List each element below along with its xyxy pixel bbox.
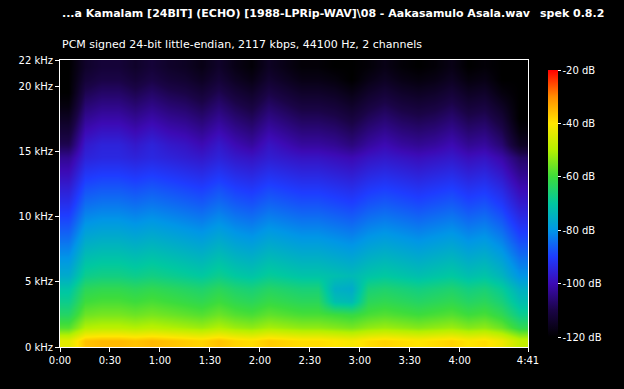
svg-text:2:00: 2:00 [249, 355, 271, 366]
svg-text:-100 dB: -100 dB [563, 278, 602, 289]
svg-text:-60 dB: -60 dB [563, 171, 596, 182]
svg-text:PCM signed 24-bit little-endia: PCM signed 24-bit little-endian, 2117 kb… [62, 38, 422, 51]
svg-text:4:00: 4:00 [448, 355, 470, 366]
svg-text:2:30: 2:30 [299, 355, 321, 366]
svg-text:...a Kamalam [24BIT] (ECHO) [1: ...a Kamalam [24BIT] (ECHO) [1988-LPRip-… [62, 7, 531, 20]
svg-text:-80 dB: -80 dB [563, 225, 596, 236]
svg-text:spek 0.8.2: spek 0.8.2 [540, 7, 604, 20]
svg-text:5 kHz: 5 kHz [25, 276, 53, 287]
svg-text:1:00: 1:00 [149, 355, 171, 366]
svg-text:0 kHz: 0 kHz [25, 342, 53, 353]
svg-text:1:30: 1:30 [199, 355, 221, 366]
svg-text:-20 dB: -20 dB [563, 65, 596, 76]
svg-text:3:30: 3:30 [399, 355, 421, 366]
svg-text:10 kHz: 10 kHz [19, 211, 53, 222]
svg-text:20 kHz: 20 kHz [19, 81, 53, 92]
svg-text:4:41: 4:41 [517, 355, 539, 366]
svg-text:0:30: 0:30 [99, 355, 121, 366]
svg-text:0:00: 0:00 [49, 355, 71, 366]
svg-text:15 kHz: 15 kHz [19, 146, 53, 157]
svg-text:22 kHz: 22 kHz [19, 55, 53, 66]
svg-text:-40 dB: -40 dB [563, 118, 596, 129]
svg-text:3:00: 3:00 [349, 355, 371, 366]
svg-text:-120 dB: -120 dB [563, 332, 602, 343]
